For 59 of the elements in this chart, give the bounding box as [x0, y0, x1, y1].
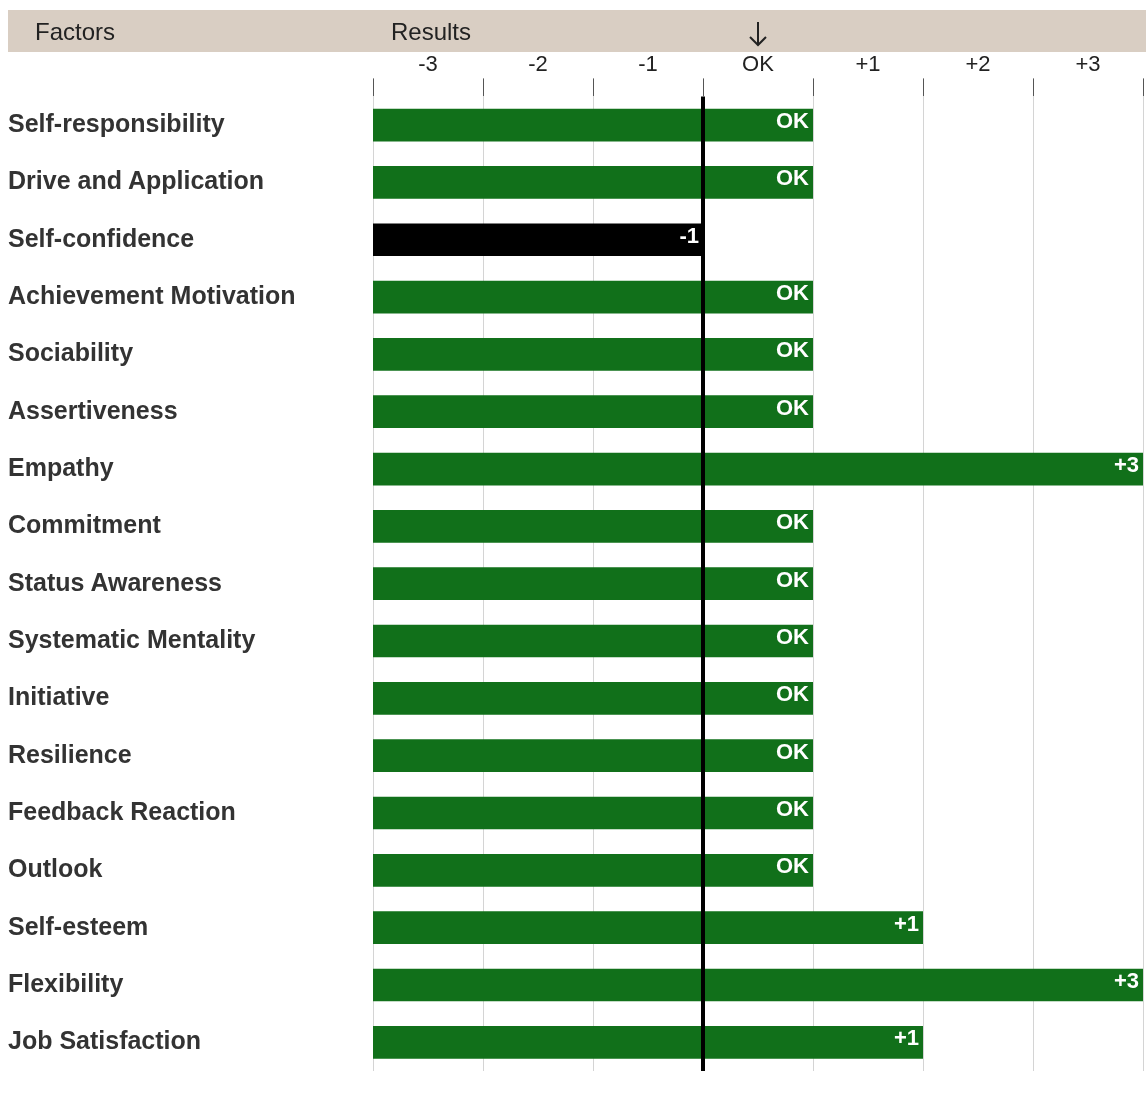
data-label: OK: [776, 566, 810, 592]
y-tick-label: Systematic Mentality: [8, 624, 256, 653]
data-label: OK: [776, 509, 810, 535]
y-tick-label: Job Satisfaction: [8, 1026, 202, 1055]
data-label: OK: [776, 394, 810, 420]
bar: [373, 166, 813, 199]
data-label: OK: [776, 738, 810, 764]
x-tick-label: -2: [528, 51, 548, 77]
data-label: +1: [893, 910, 919, 936]
bar: [373, 280, 813, 314]
data-label: -1: [679, 222, 699, 248]
x-axis-title: Results: [391, 18, 472, 46]
data-label: +1: [893, 1025, 919, 1051]
x-tick-label: -3: [418, 51, 438, 77]
y-tick-label: Self-responsibility: [8, 108, 225, 137]
y-tick-label: Flexibility: [8, 968, 124, 997]
bar: [373, 395, 813, 429]
bar: [373, 796, 813, 830]
y-tick-label: Initiative: [8, 682, 110, 711]
y-tick-label: Self-esteem: [8, 911, 149, 940]
bar: [373, 911, 923, 945]
y-tick-label: Commitment: [8, 510, 162, 539]
bar: [373, 338, 813, 371]
y-tick-label: Self-confidence: [8, 223, 195, 252]
y-tick-label: Status Awareness: [8, 567, 222, 596]
x-tick-label: +3: [1075, 51, 1101, 77]
data-label: OK: [776, 853, 810, 879]
y-tick-label: Empathy: [8, 452, 114, 481]
data-label: OK: [776, 337, 810, 363]
x-tick-label: -1: [638, 51, 658, 77]
data-label: OK: [776, 108, 810, 134]
y-tick-label: Resilience: [8, 739, 132, 768]
y-tick-label: Feedback Reaction: [8, 796, 236, 825]
bar: [373, 1026, 923, 1059]
y-tick-label: Assertiveness: [8, 395, 178, 424]
y-tick-label: Drive and Application: [8, 166, 265, 195]
bar: [373, 739, 813, 773]
bar: [373, 682, 813, 715]
data-label: +3: [1113, 452, 1139, 478]
y-axis-title: Factors: [35, 18, 116, 46]
data-label: OK: [776, 280, 810, 306]
y-tick-label: Sociability: [8, 338, 134, 367]
bar: [373, 968, 1143, 1002]
bar: [373, 510, 813, 543]
bar: [373, 854, 813, 887]
x-tick-label: +2: [965, 51, 991, 77]
bar: [373, 567, 813, 601]
bar: [373, 624, 813, 658]
bar: [373, 108, 813, 142]
data-label: OK: [776, 796, 810, 822]
bar: [373, 452, 1143, 486]
y-tick-label: Outlook: [8, 854, 103, 883]
data-label: +3: [1113, 968, 1139, 994]
y-tick-label: Achievement Motivation: [8, 280, 296, 309]
x-tick-label: +1: [855, 51, 881, 77]
data-label: OK: [776, 165, 810, 191]
x-tick-label: OK: [742, 51, 775, 77]
data-label: OK: [776, 624, 810, 650]
data-label: OK: [776, 681, 810, 707]
